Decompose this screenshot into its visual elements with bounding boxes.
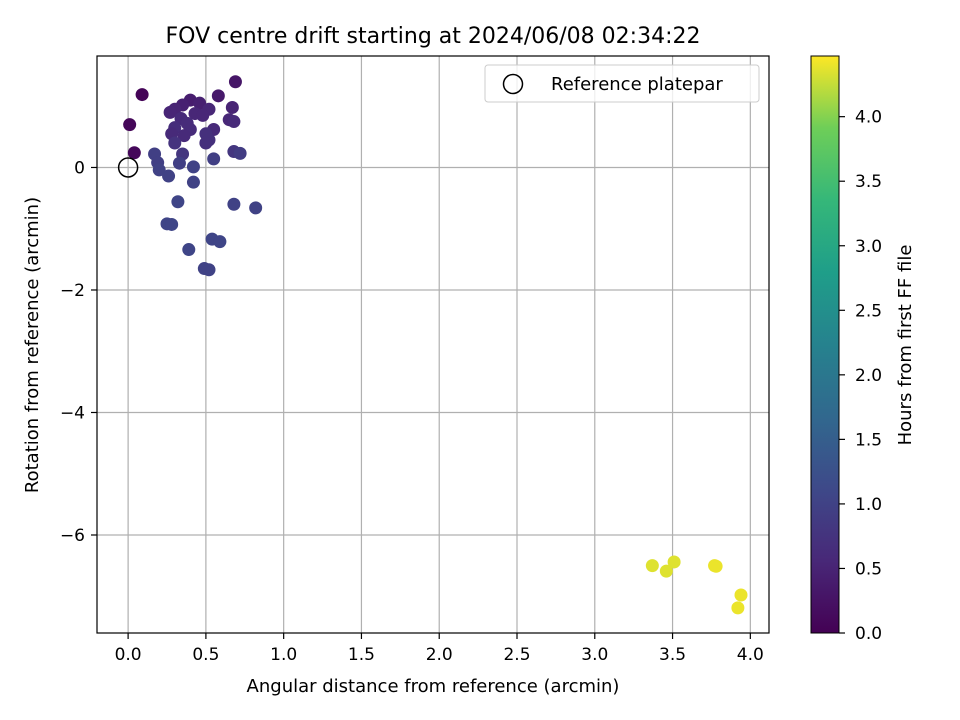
data-point bbox=[186, 160, 200, 174]
data-point bbox=[165, 217, 179, 231]
data-point bbox=[227, 197, 241, 211]
x-tick-label: 1.5 bbox=[348, 645, 375, 665]
legend-marker bbox=[502, 73, 524, 95]
y-tick-label: −6 bbox=[60, 526, 85, 546]
data-point bbox=[211, 89, 225, 103]
data-point bbox=[177, 129, 191, 143]
data-point bbox=[196, 108, 210, 122]
colorbar-label: Hours from first FF file bbox=[895, 245, 916, 446]
data-point bbox=[162, 169, 176, 183]
reference-marker bbox=[117, 157, 139, 178]
data-point bbox=[171, 195, 185, 209]
data-point bbox=[734, 588, 748, 602]
data-point bbox=[207, 152, 221, 166]
data-point bbox=[213, 235, 227, 249]
colorbar-tick-label: 3.0 bbox=[855, 237, 882, 257]
x-tick-label: 3.5 bbox=[659, 645, 686, 665]
y-tick-label: 0 bbox=[74, 158, 85, 178]
x-axis-label: Angular distance from reference (arcmin) bbox=[247, 676, 620, 697]
data-point bbox=[186, 175, 200, 189]
legend-box bbox=[484, 64, 760, 103]
data-point bbox=[199, 136, 213, 150]
data-point bbox=[233, 146, 247, 160]
data-point bbox=[172, 156, 186, 170]
data-point bbox=[225, 100, 239, 114]
reference-platepar-point bbox=[117, 157, 139, 178]
colorbar-tick-label: 4.0 bbox=[855, 108, 882, 128]
x-tick-label: 1.0 bbox=[270, 645, 297, 665]
colorbar-ticks: 0.0 0.5 1.0 1.5 2.0 2.5 3.0 3.5 4.0 bbox=[839, 108, 882, 644]
data-point bbox=[163, 105, 177, 119]
x-axis-ticks: 0.0 0.5 1.0 1.5 2.0 2.5 3.0 3.5 4.0 bbox=[115, 633, 764, 665]
data-point bbox=[152, 163, 166, 177]
data-point bbox=[193, 96, 207, 110]
x-tick-label: 3.0 bbox=[581, 645, 608, 665]
legend-label: Reference platepar bbox=[551, 74, 723, 95]
data-point bbox=[249, 201, 263, 215]
data-point bbox=[135, 88, 149, 102]
colorbar-tick-label: 2.5 bbox=[855, 301, 882, 321]
chart-title: FOV centre drift starting at 2024/06/08 … bbox=[166, 24, 701, 49]
x-tick-label: 2.0 bbox=[426, 645, 453, 665]
x-tick-label: 0.5 bbox=[192, 645, 219, 665]
data-point bbox=[709, 559, 723, 573]
y-axis-ticks: 0 −2 −4 −6 bbox=[60, 158, 97, 546]
scatter-points bbox=[123, 75, 748, 615]
colorbar bbox=[810, 55, 840, 634]
colorbar-tick-label: 2.0 bbox=[855, 366, 882, 386]
plot-frame bbox=[96, 55, 770, 634]
x-tick-label: 2.5 bbox=[503, 645, 530, 665]
legend: Reference platepar bbox=[484, 64, 760, 103]
grid-lines bbox=[97, 56, 769, 633]
data-point bbox=[182, 243, 196, 257]
colorbar-tick-label: 3.5 bbox=[855, 172, 882, 192]
data-point bbox=[228, 75, 242, 89]
data-point bbox=[123, 118, 137, 132]
data-point bbox=[168, 136, 182, 150]
colorbar-tick-label: 0.0 bbox=[855, 624, 882, 644]
data-point bbox=[645, 559, 659, 573]
x-tick-label: 4.0 bbox=[737, 645, 764, 665]
data-point bbox=[731, 601, 745, 615]
colorbar-tick-label: 1.5 bbox=[855, 430, 882, 450]
data-point bbox=[227, 115, 241, 129]
colorbar-tick-label: 1.0 bbox=[855, 495, 882, 515]
data-point bbox=[659, 564, 673, 578]
y-tick-label: −4 bbox=[60, 403, 85, 423]
y-axis-label: Rotation from reference (arcmin) bbox=[22, 197, 43, 493]
data-point bbox=[127, 146, 141, 160]
colorbar-tick-label: 0.5 bbox=[855, 559, 882, 579]
x-tick-label: 0.0 bbox=[115, 645, 142, 665]
data-point bbox=[667, 555, 681, 569]
data-point bbox=[202, 263, 216, 277]
y-tick-label: −2 bbox=[60, 281, 85, 301]
